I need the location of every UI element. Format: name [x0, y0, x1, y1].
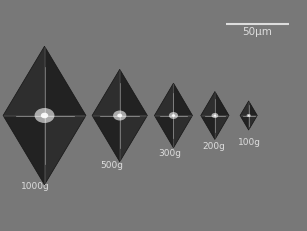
Text: 1000g: 1000g — [21, 182, 50, 191]
Ellipse shape — [212, 113, 218, 118]
Polygon shape — [3, 46, 45, 116]
Ellipse shape — [117, 114, 122, 117]
Text: 100g: 100g — [238, 138, 261, 147]
Polygon shape — [92, 116, 120, 162]
Polygon shape — [215, 116, 229, 140]
Text: 300g: 300g — [158, 149, 181, 158]
Ellipse shape — [169, 112, 178, 119]
Polygon shape — [249, 101, 257, 116]
Polygon shape — [201, 91, 215, 116]
Polygon shape — [92, 69, 120, 116]
Polygon shape — [173, 116, 192, 148]
Ellipse shape — [248, 115, 250, 116]
Polygon shape — [201, 116, 215, 140]
Ellipse shape — [214, 115, 216, 116]
Ellipse shape — [113, 110, 126, 121]
Ellipse shape — [172, 114, 175, 117]
Text: 500g: 500g — [101, 161, 124, 170]
Polygon shape — [215, 91, 229, 116]
Ellipse shape — [35, 108, 54, 123]
Polygon shape — [240, 116, 249, 130]
Ellipse shape — [247, 114, 251, 117]
Ellipse shape — [41, 113, 48, 118]
Polygon shape — [45, 46, 86, 116]
Polygon shape — [154, 116, 173, 148]
Polygon shape — [249, 116, 257, 130]
Polygon shape — [45, 116, 86, 185]
Polygon shape — [3, 116, 45, 185]
Polygon shape — [173, 83, 192, 116]
Polygon shape — [154, 83, 173, 116]
Polygon shape — [240, 101, 249, 116]
Text: 200g: 200g — [202, 142, 225, 151]
Text: 50μm: 50μm — [242, 27, 272, 37]
Polygon shape — [120, 116, 147, 162]
Polygon shape — [120, 69, 147, 116]
